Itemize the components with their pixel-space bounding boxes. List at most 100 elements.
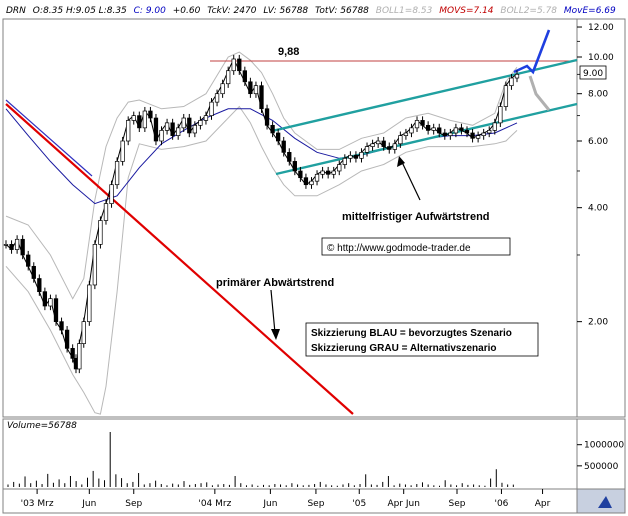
- price-candle: [342, 157, 347, 165]
- price-candle: [92, 244, 98, 286]
- header-change: +0.60: [173, 6, 201, 16]
- price-candle: [187, 117, 192, 134]
- scroll-arrow-icon[interactable]: [598, 496, 612, 508]
- price-candle: [448, 132, 453, 136]
- uptrend-arrow-head-icon: [397, 156, 405, 167]
- header-boll1: BOLL1=8.53: [376, 6, 433, 16]
- price-candle: [170, 122, 175, 136]
- price-candle: [214, 93, 220, 103]
- price-candle: [348, 154, 353, 159]
- price-candle: [53, 298, 59, 323]
- price-candle: [198, 120, 203, 126]
- bollinger-band-line: [5, 51, 518, 300]
- price-candle: [409, 127, 414, 134]
- price-candle: [398, 135, 403, 145]
- volume-panel: [2, 418, 578, 490]
- price-candle: [459, 127, 464, 131]
- price-candle: [203, 115, 209, 121]
- corner-tool-button[interactable]: [576, 488, 626, 514]
- price-candle: [64, 329, 70, 349]
- x-tick-label: Sep: [125, 499, 142, 509]
- price-candle: [159, 130, 164, 142]
- price-candle: [114, 161, 120, 186]
- price-candle: [487, 130, 492, 134]
- x-tick-label: Jun: [262, 499, 277, 509]
- volume-tick-label: 1000000: [584, 441, 624, 451]
- price-candle: [3, 244, 9, 246]
- y-tick-label: 6.00: [588, 137, 608, 147]
- price-candle: [470, 132, 475, 139]
- price-candle: [281, 140, 286, 153]
- resistance-label: 9,88: [278, 46, 299, 58]
- price-candle: [26, 254, 31, 267]
- header-symbol: DRN: [6, 6, 26, 16]
- header-bar: [0, 0, 628, 19]
- price-candle: [420, 120, 425, 126]
- bollinger-layer: [5, 51, 518, 415]
- price-candle: [303, 177, 309, 186]
- price-candle: [364, 146, 370, 153]
- price-candle: [392, 143, 397, 150]
- price-candle: [492, 122, 497, 131]
- volume-label: Volume=56788: [7, 421, 77, 431]
- uptrend-channel-lower: [275, 102, 578, 176]
- price-candle: [70, 348, 75, 359]
- price-candle: [498, 106, 503, 124]
- price-candle: [320, 170, 325, 175]
- price-candle: [120, 140, 125, 162]
- price-candle: [153, 117, 159, 142]
- last-price-box: [579, 65, 607, 80]
- price-candle: [387, 146, 392, 150]
- header-tickvol: TckV: 2470: [207, 6, 257, 16]
- price-candle: [81, 321, 86, 344]
- volume-axis-panel: [576, 418, 626, 490]
- source-text[interactable]: © http://www.godmode-trader.de: [327, 243, 471, 254]
- price-candle: [359, 151, 364, 159]
- price-candle: [403, 132, 409, 136]
- price-candle: [226, 70, 231, 85]
- price-candle: [509, 77, 514, 87]
- legend-blue-text: Skizzierung BLAU = bevorzugtes Szenario: [311, 328, 512, 339]
- price-candle: [270, 124, 275, 134]
- uptrend-label: mittelfristiger Aufwärtstrend: [342, 211, 490, 223]
- price-candle: [381, 140, 386, 147]
- bollinger-band-line: [5, 105, 518, 415]
- price-candle: [20, 238, 25, 256]
- price-candle: [98, 220, 103, 245]
- price-candle: [431, 127, 436, 131]
- header-movs: MOVS=7.14: [439, 6, 494, 16]
- x-tick-label: '04 Mrz: [198, 499, 231, 509]
- price-candle: [370, 143, 375, 147]
- price-candle: [142, 110, 148, 129]
- header-move: MovE=6.69: [564, 6, 616, 16]
- price-candle: [292, 161, 297, 172]
- price-candle: [375, 140, 381, 145]
- price-candle: [514, 73, 520, 79]
- y-tick-label: 8.00: [588, 90, 608, 100]
- x-tick-label: '05: [352, 499, 366, 509]
- y-tick-label: 2.00: [588, 318, 608, 328]
- downtrend-line-start: [5, 99, 93, 177]
- price-candle: [337, 164, 342, 172]
- price-candle: [464, 130, 470, 134]
- price-candle: [31, 265, 36, 279]
- price-candle: [209, 101, 214, 117]
- legend-box: [305, 322, 539, 357]
- price-candle: [314, 173, 320, 182]
- y-tick-label: 12.00: [588, 23, 614, 33]
- price-candle: [309, 180, 314, 186]
- price-axis-panel: [576, 18, 626, 418]
- price-candle: [42, 291, 48, 307]
- header-boll2: BOLL2=5.78: [500, 6, 557, 16]
- price-candle: [298, 170, 303, 179]
- price-candle: [137, 115, 142, 129]
- price-candle: [453, 127, 459, 134]
- y-tick-label: 10.00: [588, 53, 614, 63]
- uptrend-arrow-line: [400, 159, 421, 201]
- downtrend-label: primärer Abwärtstrend: [216, 277, 334, 289]
- price-candle: [109, 184, 114, 204]
- price-candle: [220, 83, 225, 95]
- volume-layer: 1000000 500000: [7, 432, 624, 487]
- price-candle: [231, 58, 236, 72]
